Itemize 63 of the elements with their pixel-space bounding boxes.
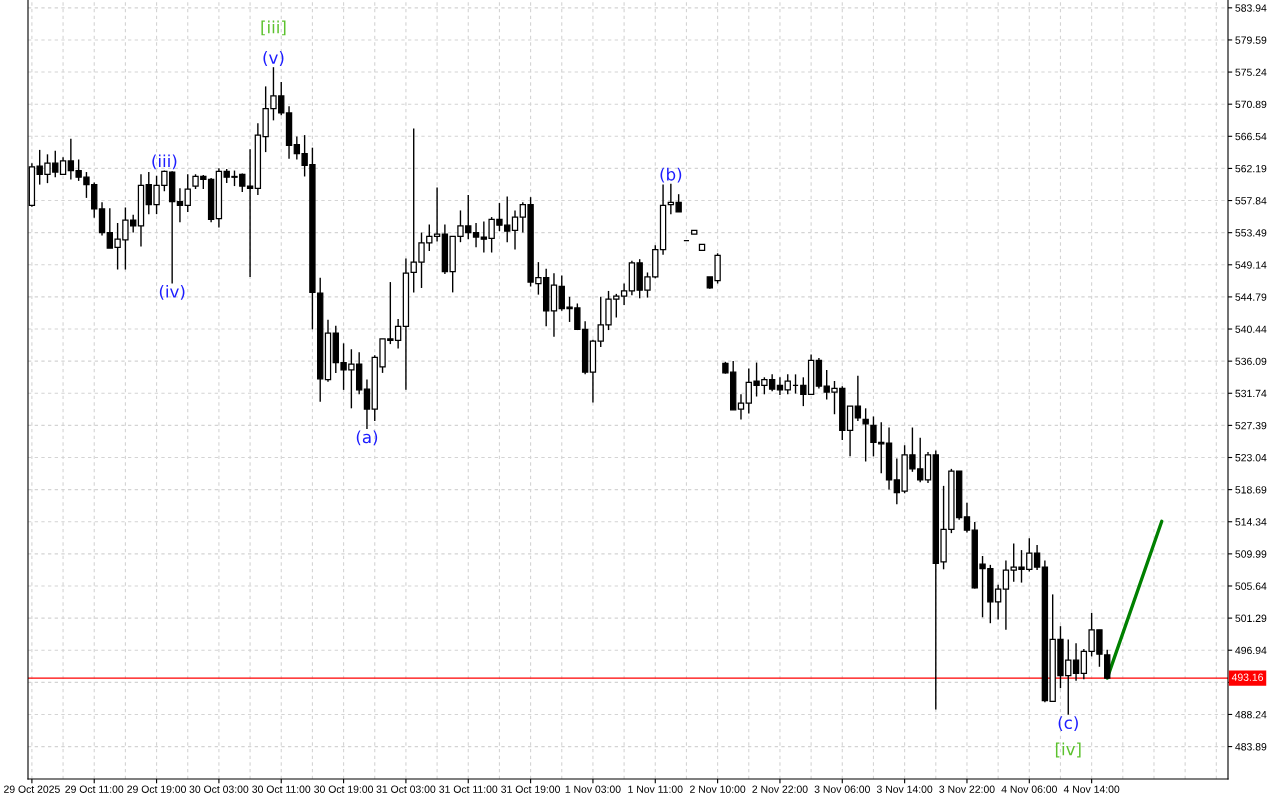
y-tick-label: 527.39 bbox=[1235, 421, 1267, 430]
y-tick-label: 514.34 bbox=[1235, 518, 1267, 526]
x-tick-label: 1 Nov 11:00 bbox=[628, 785, 683, 793]
y-tick-label: 483.89 bbox=[1235, 743, 1267, 751]
candlestick bbox=[784, 373, 791, 395]
x-tick-label: 29 Oct 19:00 bbox=[127, 785, 186, 793]
candlestick bbox=[98, 201, 106, 237]
y-tick-label: 579.59 bbox=[1235, 36, 1267, 44]
annotation: (b) bbox=[660, 167, 682, 183]
y-tick-label: 557.84 bbox=[1235, 197, 1267, 205]
y-tick-label: 562.19 bbox=[1235, 164, 1267, 173]
x-tick-label: 4 Nov 06:00 bbox=[1001, 785, 1057, 793]
y-tick-label: 501.29 bbox=[1235, 614, 1267, 622]
annotation: (v) bbox=[263, 51, 284, 66]
candlestick bbox=[854, 375, 862, 422]
x-tick-label: 2 Nov 10:00 bbox=[690, 785, 746, 793]
candlestick bbox=[737, 393, 745, 421]
y-tick-label: 553.49 bbox=[1235, 229, 1267, 237]
x-tick-label: 30 Oct 11:00 bbox=[252, 785, 311, 793]
y-tick-label: 523.04 bbox=[1235, 454, 1267, 462]
y-tick-label: 544.79 bbox=[1235, 293, 1267, 301]
ref-line-label: 493.16 bbox=[1231, 673, 1263, 681]
annotation: [iii] bbox=[261, 20, 286, 36]
candlestick bbox=[184, 173, 191, 213]
x-tick-label: 30 Oct 03:00 bbox=[189, 785, 249, 793]
candlestick bbox=[363, 378, 371, 430]
annotation: [iv] bbox=[1055, 742, 1081, 758]
x-tick-label: 1 Nov 03:00 bbox=[565, 785, 621, 793]
x-tick-label: 4 Nov 14:00 bbox=[1063, 785, 1120, 793]
annotation: (c) bbox=[1058, 716, 1078, 732]
x-tick-label: 3 Nov 14:00 bbox=[876, 785, 933, 793]
y-tick-label: 518.69 bbox=[1235, 486, 1267, 494]
y-tick-label: 549.14 bbox=[1235, 261, 1267, 269]
annotation: (iii) bbox=[152, 154, 177, 170]
x-tick-label: 3 Nov 06:00 bbox=[814, 785, 870, 793]
x-tick-label: 31 Oct 19:00 bbox=[501, 785, 561, 793]
x-tick-label: 31 Oct 11:00 bbox=[439, 785, 498, 793]
candlestick bbox=[963, 502, 971, 534]
y-tick-label: 505.64 bbox=[1235, 582, 1267, 590]
candlestick bbox=[511, 209, 519, 251]
y-tick-label: 488.24 bbox=[1235, 710, 1267, 719]
candlestick bbox=[1072, 642, 1080, 682]
x-tick-label: 2 Nov 22:00 bbox=[752, 785, 808, 793]
y-tick-label: 509.99 bbox=[1235, 550, 1267, 558]
y-tick-label: 570.89 bbox=[1235, 100, 1267, 109]
x-tick-label: 30 Oct 19:00 bbox=[314, 785, 373, 793]
y-tick-label: 583.94 bbox=[1235, 4, 1267, 12]
y-tick-label: 566.54 bbox=[1235, 132, 1267, 141]
y-tick-label: 536.09 bbox=[1235, 357, 1267, 366]
candlestick bbox=[776, 376, 784, 396]
x-tick-label: 31 Oct 03:00 bbox=[376, 785, 436, 793]
x-tick-label: 29 Oct 2025 bbox=[4, 785, 60, 793]
x-tick-label: 3 Nov 22:00 bbox=[939, 785, 995, 793]
x-tick-label: 29 Oct 11:00 bbox=[65, 785, 124, 793]
y-tick-label: 540.44 bbox=[1235, 325, 1267, 333]
y-tick-label: 531.74 bbox=[1235, 389, 1267, 398]
y-tick-label: 575.24 bbox=[1235, 68, 1267, 76]
y-tick-label: 496.94 bbox=[1235, 646, 1267, 655]
candlestick bbox=[176, 187, 184, 223]
candlestick bbox=[472, 222, 480, 249]
annotation: (iv) bbox=[159, 284, 185, 300]
candlestick bbox=[862, 407, 869, 463]
annotation: (a) bbox=[356, 430, 378, 446]
